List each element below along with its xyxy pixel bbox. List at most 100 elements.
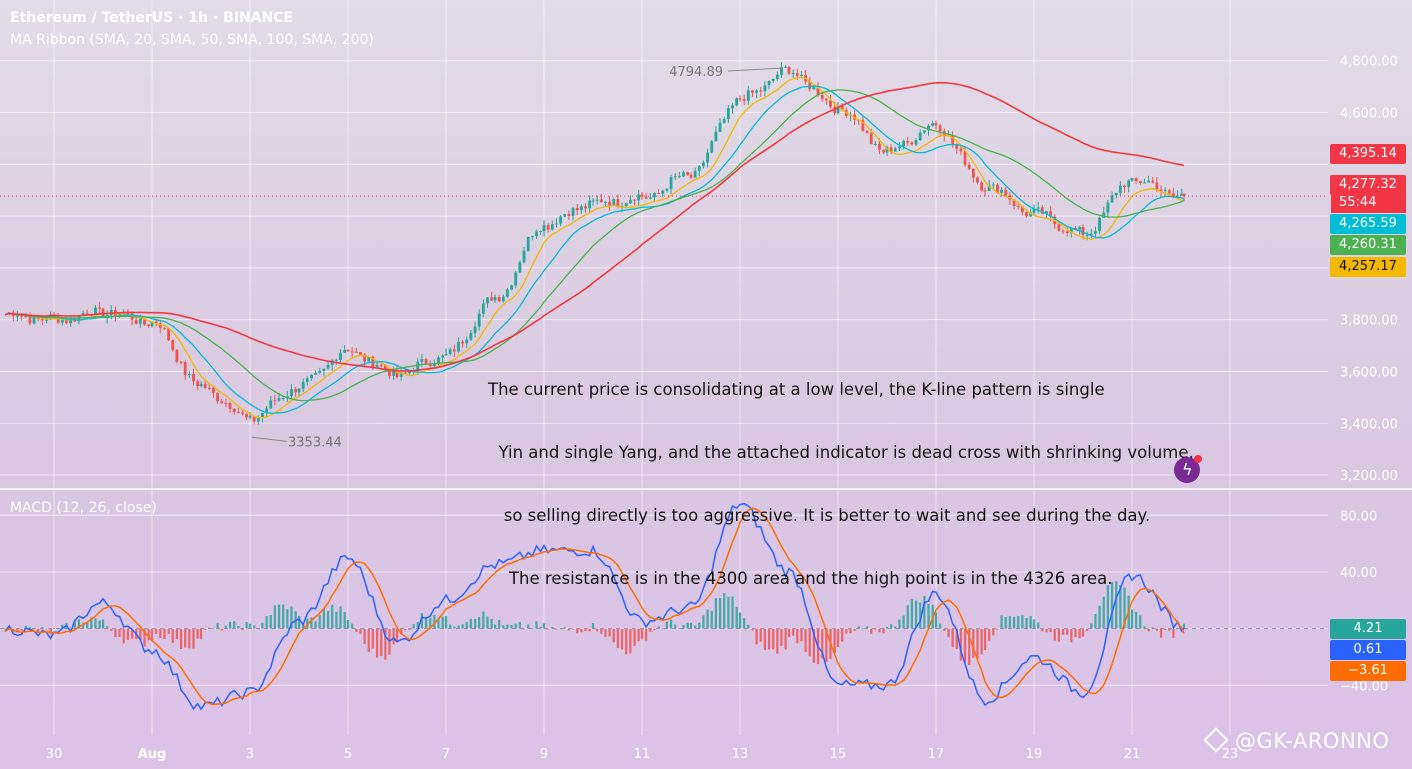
candle-body [951, 135, 954, 144]
histogram-bar [1159, 628, 1163, 638]
histogram-bar [453, 626, 456, 629]
candle-body [983, 190, 987, 192]
histogram-bar [983, 628, 987, 650]
candle-body [731, 105, 734, 109]
candle-body [273, 400, 277, 402]
histogram-bar [604, 628, 607, 637]
histogram-bar [208, 627, 211, 629]
ma-ribbon-legend[interactable]: MA Ribbon (SMA, 20, SMA, 50, SMA, 100, S… [10, 32, 374, 48]
candle-body [693, 171, 697, 178]
candle-body [69, 318, 72, 324]
candle-body [277, 398, 281, 401]
candle-body [1155, 182, 1159, 190]
candle-body [1057, 224, 1061, 231]
histogram-bar [1147, 628, 1150, 632]
histogram-bar [241, 628, 244, 631]
candle-body [763, 85, 767, 92]
candle-body [599, 199, 603, 203]
candle-body [689, 174, 693, 178]
candle-body [187, 373, 191, 376]
histogram-bar [808, 628, 811, 657]
candle-body [1167, 190, 1171, 194]
candle-body [518, 262, 522, 273]
histogram-bar [139, 628, 142, 641]
histogram-bar [126, 628, 129, 640]
histogram-bar [518, 622, 521, 629]
candle-body [808, 81, 812, 90]
histogram-bar [45, 628, 48, 630]
candle-body [375, 364, 379, 367]
histogram-bar [52, 628, 56, 629]
candle-body [1012, 199, 1016, 206]
candles [7, 62, 1186, 425]
histogram-bar [882, 628, 885, 634]
histogram-bar [547, 628, 550, 630]
candle-body [861, 120, 865, 131]
histogram-bar [302, 624, 305, 629]
histogram-bar [608, 628, 611, 637]
time-axis-label: 11 [634, 747, 651, 762]
candle-body [228, 403, 232, 409]
histogram-bar [147, 628, 150, 641]
candle-body [922, 130, 926, 133]
candle-body [934, 123, 938, 126]
histogram-bar [640, 628, 644, 640]
candle-body [791, 73, 795, 75]
symbol-title[interactable]: Ethereum / TetherUS · 1h · BINANCE [10, 10, 294, 26]
candle-body [682, 172, 685, 177]
candle-body [395, 370, 399, 377]
histogram-bar [1081, 628, 1085, 637]
candle-body [735, 98, 739, 106]
candle-body [294, 389, 298, 393]
candle-body [143, 318, 146, 325]
candle-body [196, 381, 200, 387]
price-tag: 4,395.14 [1330, 144, 1406, 164]
candle-body [1036, 207, 1040, 209]
histogram-bar [77, 619, 80, 629]
candle-body [931, 123, 935, 126]
histogram-bar [567, 628, 570, 631]
histogram-bar [69, 628, 72, 630]
histogram-bar [1155, 628, 1158, 631]
candle-body [383, 364, 387, 370]
histogram-bar [420, 612, 423, 629]
candle-body [183, 362, 187, 376]
histogram-bar [939, 623, 942, 629]
histogram-bar [1025, 618, 1028, 629]
macd-legend[interactable]: MACD (12, 26, close) [10, 500, 157, 516]
candle-body [759, 90, 763, 92]
candle-body [653, 192, 656, 198]
histogram-bar [596, 628, 599, 632]
time-axis-label: 23 [1222, 747, 1239, 762]
histogram-bar [114, 628, 117, 638]
candle-body [465, 339, 469, 344]
histogram-bar [522, 628, 526, 630]
histogram-bar [346, 620, 350, 629]
time-axis-label: 3 [246, 747, 254, 762]
candle-body [290, 389, 293, 397]
annotation-line: The current price is consolidating at a … [488, 380, 1105, 399]
lightning-bolt-icon[interactable]: ϟ [1174, 455, 1202, 483]
candle-body [624, 203, 628, 207]
candle-body [392, 370, 396, 376]
histogram-bar [755, 628, 758, 645]
histogram-bar [322, 608, 325, 629]
candle-body [665, 188, 669, 191]
candle-body [816, 87, 820, 96]
candle-body [318, 370, 322, 373]
candle-body [163, 327, 166, 329]
sma-50-line [4, 85, 1185, 414]
candle-body [346, 349, 350, 352]
candle-body [633, 199, 636, 201]
extreme-annotation: 4794.89 [669, 65, 784, 80]
histogram-bar [265, 616, 268, 629]
candle-body [637, 194, 641, 201]
histogram-bar [776, 628, 779, 654]
candle-body [1102, 212, 1106, 218]
time-axis-label: 7 [442, 747, 450, 762]
candle-body [898, 146, 901, 149]
histogram-bar [363, 628, 366, 644]
candle-body [473, 326, 477, 334]
candle-body [640, 194, 644, 197]
